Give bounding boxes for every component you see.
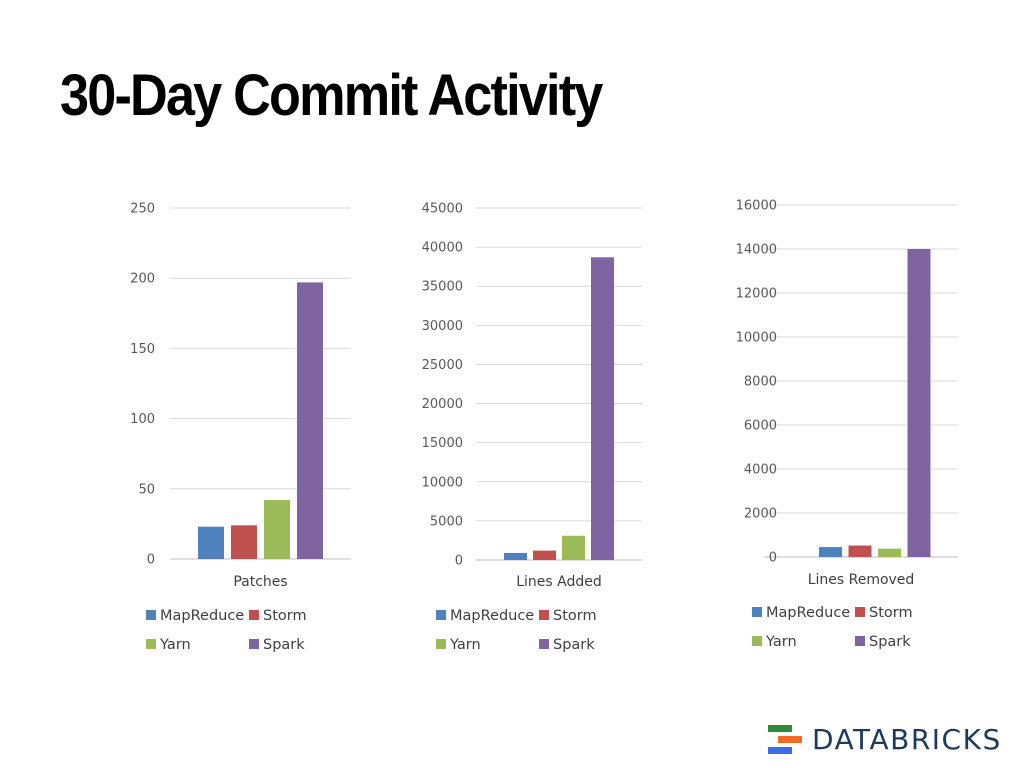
chart-1: 0 50 100 150 200 250 Patches MapReduce Storm Yarn… bbox=[130, 202, 351, 653]
legend-label-mapreduce: MapReduce bbox=[160, 608, 244, 624]
y-tick-label: 10000 bbox=[422, 475, 463, 490]
y-tick-label: 100 bbox=[130, 412, 155, 427]
category-label: Patches bbox=[233, 574, 287, 590]
legend-label-storm: Storm bbox=[869, 605, 913, 621]
legend-swatch-storm bbox=[249, 610, 259, 620]
y-tick-label: 0 bbox=[455, 554, 463, 569]
legend-swatch-yarn bbox=[436, 639, 446, 649]
bar-storm bbox=[231, 525, 257, 559]
legend-swatch-storm bbox=[539, 610, 549, 620]
y-tick-label: 35000 bbox=[422, 280, 463, 295]
databricks-logo-icon bbox=[768, 724, 804, 758]
y-tick-label: 50 bbox=[138, 482, 155, 497]
legend-swatch-spark bbox=[539, 639, 549, 649]
y-tick-label: 5000 bbox=[430, 514, 463, 529]
bar-mapreduce bbox=[504, 552, 527, 560]
legend-label-yarn: Yarn bbox=[765, 634, 797, 650]
legend-swatch-mapreduce bbox=[752, 607, 762, 617]
y-tick-label: 30000 bbox=[422, 319, 463, 334]
legend-swatch-spark bbox=[249, 639, 259, 649]
legend-swatch-yarn bbox=[146, 639, 156, 649]
logo-text: DATABRICKS bbox=[812, 723, 1002, 756]
bar-spark bbox=[297, 282, 323, 559]
legend-swatch-mapreduce bbox=[436, 610, 446, 620]
legend-label-mapreduce: MapReduce bbox=[766, 605, 850, 621]
y-tick-label: 4000 bbox=[744, 463, 777, 478]
y-tick-label: 0 bbox=[769, 551, 777, 566]
y-tick-label: 200 bbox=[130, 272, 155, 287]
chart-2: 0 5000 10000 15000 20000 25000 30000 35000 40000… bbox=[422, 202, 642, 653]
bar-yarn bbox=[264, 500, 290, 559]
bar-mapreduce bbox=[819, 547, 842, 557]
y-tick-label: 16000 bbox=[736, 199, 777, 214]
bar-storm bbox=[533, 550, 556, 560]
chart-3: 0 2000 4000 6000 8000 10000 12000 14000 16000 Lin… bbox=[736, 199, 958, 650]
category-label: Lines Removed bbox=[808, 572, 915, 588]
legend-swatch-spark bbox=[855, 636, 865, 646]
bar-storm bbox=[848, 545, 872, 557]
legend-label-yarn: Yarn bbox=[159, 637, 191, 653]
y-tick-label: 14000 bbox=[736, 243, 777, 258]
y-tick-label: 20000 bbox=[422, 397, 463, 412]
slide-title: 30-Day Commit Activity bbox=[60, 63, 603, 128]
category-label: Lines Added bbox=[516, 574, 602, 590]
legend-label-storm: Storm bbox=[263, 608, 307, 624]
y-tick-label: 6000 bbox=[744, 419, 777, 434]
legend-swatch-yarn bbox=[752, 636, 762, 646]
legend-label-mapreduce: MapReduce bbox=[450, 608, 534, 624]
y-tick-label: 2000 bbox=[744, 507, 777, 522]
y-tick-label: 40000 bbox=[422, 241, 463, 256]
bar-yarn bbox=[878, 548, 901, 557]
databricks-logo: DATABRICKS bbox=[768, 724, 1018, 758]
legend-label-yarn: Yarn bbox=[449, 637, 481, 653]
legend-label-spark: Spark bbox=[553, 637, 595, 653]
y-tick-label: 0 bbox=[147, 553, 155, 568]
bar-yarn bbox=[562, 535, 585, 560]
y-tick-label: 10000 bbox=[736, 331, 777, 346]
legend-swatch-storm bbox=[855, 607, 865, 617]
legend-label-storm: Storm bbox=[553, 608, 597, 624]
y-tick-label: 15000 bbox=[422, 436, 463, 451]
legend-label-spark: Spark bbox=[263, 637, 305, 653]
y-tick-label: 150 bbox=[130, 342, 155, 357]
y-tick-label: 250 bbox=[130, 202, 155, 217]
y-tick-label: 45000 bbox=[422, 202, 463, 217]
y-tick-label: 12000 bbox=[736, 287, 777, 302]
legend-label-spark: Spark bbox=[869, 634, 911, 650]
bar-mapreduce bbox=[198, 526, 224, 559]
y-tick-label: 25000 bbox=[422, 358, 463, 373]
bar-spark bbox=[591, 257, 614, 560]
y-tick-label: 8000 bbox=[744, 375, 777, 390]
bar-spark bbox=[907, 249, 931, 557]
legend-swatch-mapreduce bbox=[146, 610, 156, 620]
